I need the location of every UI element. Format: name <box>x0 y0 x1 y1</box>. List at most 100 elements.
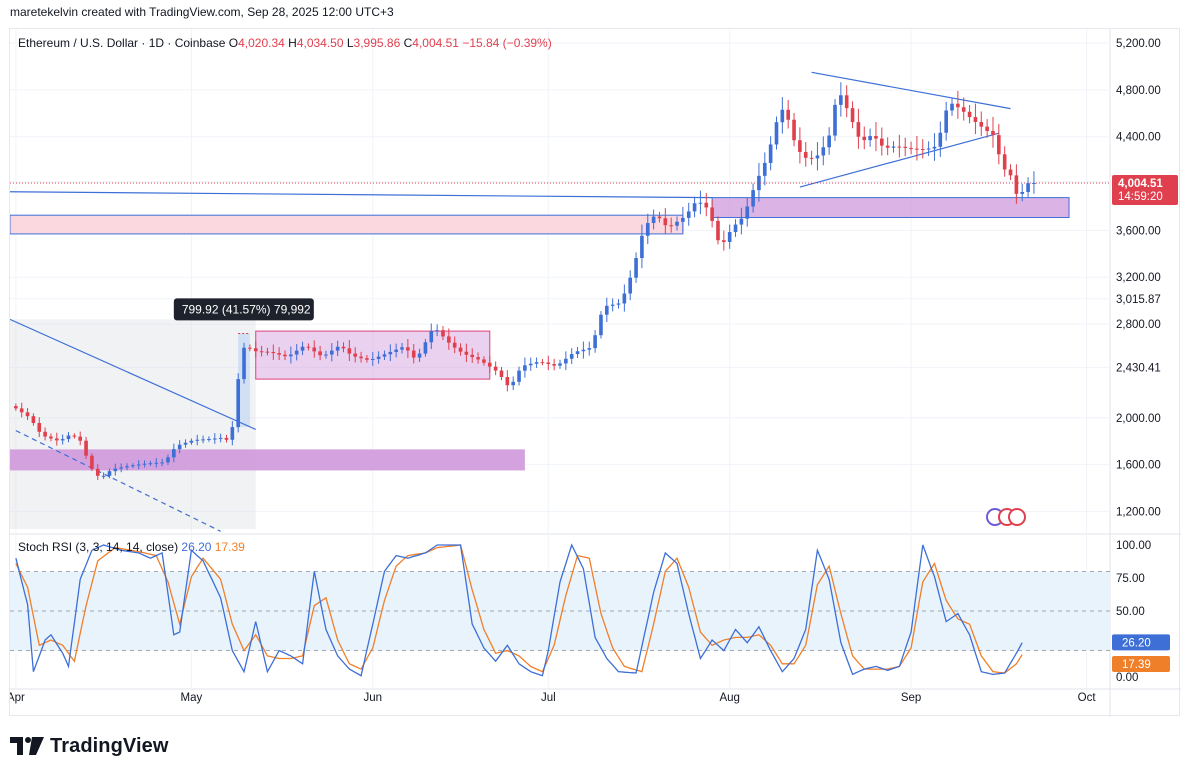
candle <box>722 240 726 242</box>
candle <box>429 330 434 343</box>
candle <box>575 351 580 355</box>
legend-part: 4,004.51 <box>412 36 462 50</box>
candle <box>312 347 317 352</box>
candle <box>710 207 714 221</box>
chart-frame[interactable]: 5,200.004,800.004,400.004,015.653,600.00… <box>9 28 1181 717</box>
legend-part: 4,020.34 <box>238 36 288 50</box>
price-tag-value: 4,004.51 <box>1118 178 1163 190</box>
candle <box>651 216 656 224</box>
candle <box>66 435 71 440</box>
candle <box>903 146 908 148</box>
purple-support-high-zone <box>711 197 1070 219</box>
candle <box>692 203 697 212</box>
stoch-k-tag-value: 26.20 <box>1122 637 1151 649</box>
candle <box>142 463 147 465</box>
candle <box>809 157 814 159</box>
candle <box>411 350 416 358</box>
candle <box>452 342 457 348</box>
candle <box>400 347 404 350</box>
legend-part: H <box>288 36 297 50</box>
candle <box>359 356 363 359</box>
candle <box>84 440 88 456</box>
candle <box>961 107 966 112</box>
candle <box>212 438 217 440</box>
candle <box>90 455 94 469</box>
candle <box>154 462 159 464</box>
candle <box>95 468 100 476</box>
price-axis-label: 3,600.00 <box>1116 225 1161 237</box>
breakout-line-trendline <box>10 191 713 199</box>
candle <box>967 111 972 118</box>
candle <box>716 220 720 241</box>
candle <box>14 406 18 409</box>
candle <box>850 108 855 123</box>
candle <box>523 365 527 371</box>
candle <box>265 351 270 353</box>
candle <box>938 132 943 147</box>
candle <box>751 190 755 207</box>
candle <box>909 147 913 149</box>
candle <box>271 352 276 354</box>
legend-part: −15.84 (−0.39%) <box>462 36 551 50</box>
downtrend-trendline <box>10 318 256 431</box>
stoch-axis-label: 0.00 <box>1116 672 1138 684</box>
candle <box>49 436 53 439</box>
legend-part: C <box>404 36 413 50</box>
candle <box>997 135 1001 155</box>
candle <box>277 353 281 355</box>
stoch-k-tag <box>1112 634 1170 651</box>
candle <box>528 363 533 366</box>
candle <box>517 370 521 382</box>
candle <box>482 359 486 363</box>
candle <box>768 144 773 163</box>
candle <box>458 347 463 352</box>
candle <box>435 330 439 332</box>
candle <box>698 202 703 204</box>
candle <box>511 381 516 386</box>
candle <box>540 362 545 364</box>
candle <box>341 346 346 349</box>
candle <box>160 462 164 464</box>
candle <box>891 146 896 148</box>
candle <box>177 444 182 450</box>
candle <box>645 223 650 236</box>
candle <box>283 354 287 357</box>
candle <box>218 437 223 439</box>
candle <box>54 438 59 441</box>
candle <box>189 440 194 443</box>
candle <box>441 330 445 337</box>
candle <box>803 151 808 158</box>
legend-part: O <box>229 36 238 50</box>
candle <box>464 351 469 355</box>
price-chart[interactable]: 5,200.004,800.004,400.004,015.653,600.00… <box>10 29 1181 717</box>
candle <box>827 135 831 148</box>
candle <box>242 347 246 380</box>
candle <box>318 351 322 356</box>
candle <box>201 439 205 441</box>
price-axis-label: 5,200.00 <box>1116 38 1161 50</box>
event-badge-icon <box>1008 508 1026 526</box>
time-axis-label: Sep <box>901 692 921 704</box>
candle <box>505 377 510 386</box>
candle <box>686 211 691 218</box>
candle <box>558 363 562 366</box>
candle <box>833 104 837 136</box>
candle <box>1020 191 1025 194</box>
candle <box>868 136 872 141</box>
candle <box>628 277 633 294</box>
candle <box>604 305 609 315</box>
candle <box>248 347 252 349</box>
time-axis-label: Apr <box>10 692 25 704</box>
candle <box>786 109 791 120</box>
candle <box>43 431 47 437</box>
candle <box>382 354 387 357</box>
candle <box>1026 183 1030 192</box>
candle <box>406 347 410 351</box>
candle <box>780 109 785 123</box>
tradingview-logo-icon <box>10 737 44 755</box>
candle <box>944 110 948 133</box>
candle <box>599 314 603 336</box>
candle <box>113 468 118 472</box>
candle <box>353 353 358 357</box>
candles <box>14 82 1036 480</box>
